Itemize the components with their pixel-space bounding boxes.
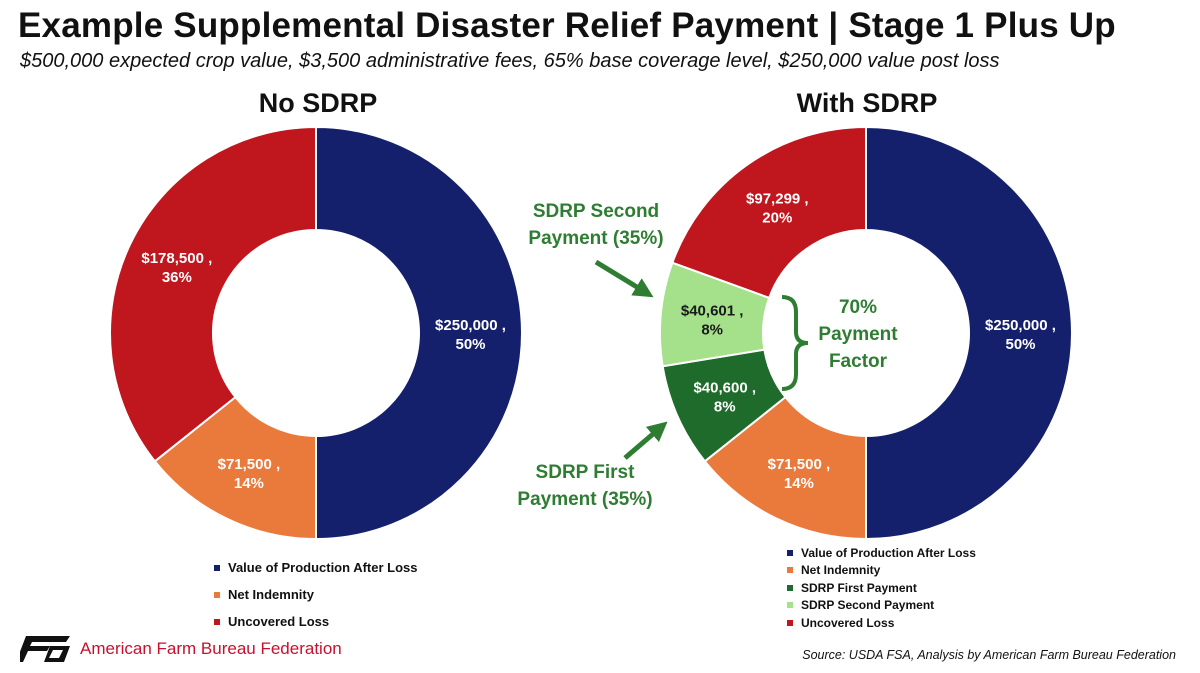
org-name: American Farm Bureau Federation: [80, 639, 342, 658]
legend-item-value-of-production-after-loss: Value of Production After Loss: [787, 544, 976, 562]
annotation-first-payment: SDRP First Payment (35%): [517, 462, 652, 510]
afbf-logo: American Farm Bureau Federation: [20, 636, 342, 662]
first-payment-arrow: [623, 421, 668, 460]
slice-percent-label: 8%: [714, 399, 736, 416]
slice-value-of-production-after-loss: [315, 125, 523, 541]
chart-title-with-sdrp: With SDRP: [796, 88, 938, 118]
legend-swatch: [787, 584, 793, 591]
slice-value-label: $40,600 ,: [693, 380, 756, 397]
slice-percent-label: 50%: [1005, 336, 1035, 353]
slice-percent-label: 8%: [701, 322, 723, 339]
legend-label: Uncovered Loss: [228, 614, 330, 629]
legend-item-sdrp-first-payment: SDRP First Payment: [787, 579, 976, 597]
slice-label-value-of-production-after-loss: $250,000 , 50%: [985, 317, 1056, 353]
legend-label: Net Indemnity: [228, 587, 314, 602]
donut-chart-no-sdrp: $250,000 , 50% $71,500 , 14% $178,500 , 36%: [109, 125, 523, 541]
slice-label-value-of-production-after-loss: $250,000 , 50%: [435, 317, 506, 353]
annotation-second-payment: SDRP Second Payment (35%): [528, 201, 663, 249]
farm-bureau-logo-icon: [20, 636, 70, 662]
slice-label-sdrp-second-payment: $40,601 , 8%: [681, 303, 744, 339]
slice-label-net-indemnity: $71,500 , 14%: [218, 456, 281, 492]
legend-label: SDRP Second Payment: [801, 598, 935, 613]
slice-net-indemnity: [153, 395, 317, 541]
slice-value-label: $178,500 ,: [141, 250, 212, 267]
legend-with-sdrp: Value of Production After Loss Net Indemn…: [787, 544, 976, 632]
legend-label: Value of Production After Loss: [801, 545, 976, 560]
payment-factor-bracket: [781, 295, 809, 391]
slice-value-label: $97,299 ,: [746, 190, 809, 207]
page-title: Example Supplemental Disaster Relief Pay…: [18, 6, 1116, 45]
slice-percent-label: 14%: [784, 475, 814, 492]
legend-swatch: [787, 567, 793, 574]
slice-percent-label: 20%: [762, 209, 792, 226]
page-subtitle: $500,000 expected crop value, $3,500 adm…: [20, 50, 1000, 72]
source-note: Source: USDA FSA, Analysis by American F…: [802, 648, 1176, 662]
slice-value-of-production-after-loss: [865, 125, 1073, 541]
slice-label-uncovered-loss: $178,500 , 36%: [141, 250, 212, 286]
slice-uncovered-loss: [671, 125, 867, 300]
legend-no-sdrp: Value of Production After Loss Net Indemn…: [214, 554, 417, 635]
legend-label: Value of Production After Loss: [228, 560, 418, 575]
chart-title-no-sdrp: No SDRP: [258, 88, 378, 118]
sdrp-annotations: SDRP Second Payment (35%) SDRP First Paymen…: [517, 201, 898, 510]
slice-net-indemnity: [703, 395, 867, 541]
slice-value-label: $40,601 ,: [681, 303, 744, 320]
legend-swatch: [787, 602, 793, 609]
second-payment-arrow: [594, 259, 654, 298]
legend-swatch: [787, 619, 793, 626]
slice-value-label: $250,000 ,: [435, 317, 506, 334]
legend-swatch: [214, 564, 220, 571]
slice-percent-label: 50%: [455, 336, 485, 353]
legend-label: SDRP First Payment: [801, 580, 917, 595]
legend-item-value-of-production-after-loss: Value of Production After Loss: [214, 554, 417, 581]
legend-item-uncovered-loss: Uncovered Loss: [214, 608, 417, 635]
donut-chart-with-sdrp: $250,000 , 50%$71,500 , 14%$40,600 , 8%$40,…: [659, 125, 1073, 541]
slice-value-label: $71,500 ,: [768, 456, 831, 473]
slice-value-label: $250,000 ,: [985, 317, 1056, 334]
slice-label-net-indemnity: $71,500 , 14%: [768, 456, 831, 492]
annotation-payment-factor: 70% Payment Factor: [818, 297, 898, 372]
slice-value-label: $71,500 ,: [218, 456, 281, 473]
legend-item-sdrp-second-payment: SDRP Second Payment: [787, 597, 976, 615]
legend-swatch: [214, 591, 220, 598]
legend-swatch: [787, 549, 793, 556]
slice-label-uncovered-loss: $97,299 , 20%: [746, 190, 809, 226]
slice-uncovered-loss: [109, 125, 317, 463]
legend-label: Uncovered Loss: [801, 615, 895, 630]
legend-swatch: [214, 618, 220, 625]
legend-label: Net Indemnity: [801, 563, 881, 578]
legend-item-net-indemnity: Net Indemnity: [214, 581, 417, 608]
slice-percent-label: 14%: [234, 475, 264, 492]
legend-item-uncovered-loss: Uncovered Loss: [787, 614, 976, 632]
slice-percent-label: 36%: [162, 269, 192, 286]
slice-label-sdrp-first-payment: $40,600 , 8%: [693, 380, 756, 416]
legend-item-net-indemnity: Net Indemnity: [787, 562, 976, 580]
